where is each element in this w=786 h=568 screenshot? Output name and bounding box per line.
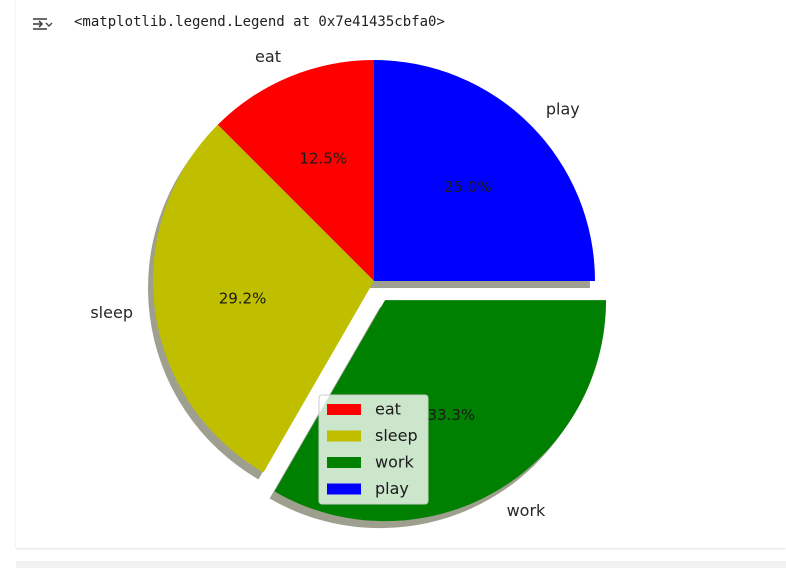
legend-box: [318, 394, 429, 505]
pie-slice-eat: [217, 60, 374, 281]
pie-slice-sleep: [153, 124, 374, 473]
legend-swatch-work: [327, 457, 361, 468]
pie-percent-eat: 12.5%: [299, 149, 347, 167]
legend-swatch-play: [327, 483, 361, 495]
legend-label-eat: eat: [375, 400, 401, 419]
output-collapse-toggle[interactable]: [28, 12, 54, 38]
pie-category-labels: eat sleep work play: [90, 47, 579, 520]
pie-percent-work: 33.3%: [428, 406, 476, 424]
collapse-output-icon: [33, 18, 53, 30]
pie-percent-play: 25.0%: [444, 178, 492, 196]
pie-label-play: play: [546, 100, 580, 119]
legend-label-sleep: sleep: [375, 426, 418, 445]
pie-slice-play: [374, 60, 595, 281]
legend-swatch-sleep: [327, 430, 361, 442]
pie-label-work: work: [507, 501, 546, 520]
chart-legend: eat sleep work play: [318, 394, 429, 505]
pie-label-sleep: sleep: [90, 303, 133, 322]
bottom-bar: [16, 561, 786, 568]
pie-label-eat: eat: [255, 47, 281, 66]
legend-swatch-eat: [327, 404, 361, 415]
pie-percent-labels: 12.5% 29.2% 33.3% 25.0%: [219, 149, 492, 423]
pie-percent-sleep: 29.2%: [219, 289, 267, 307]
pie-wedges: [153, 60, 607, 522]
output-repr-text: <matplotlib.legend.Legend at 0x7e41435cb…: [74, 14, 445, 30]
legend-label-play: play: [375, 479, 409, 498]
legend-label-work: work: [375, 453, 414, 472]
